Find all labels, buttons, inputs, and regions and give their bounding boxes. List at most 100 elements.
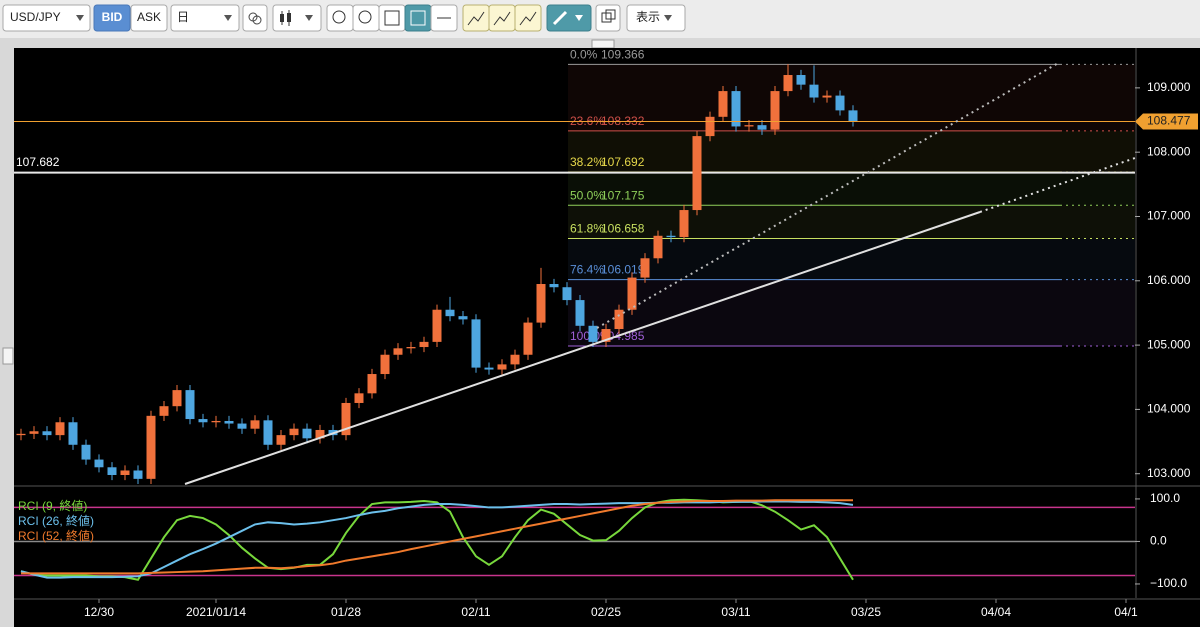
candle-body xyxy=(497,364,507,370)
y-tick-label: 103.000 xyxy=(1147,466,1191,480)
zoom-tools[interactable] xyxy=(326,4,458,32)
fib-value: 106.658 xyxy=(601,222,645,236)
side-button[interactable] xyxy=(2,347,14,365)
chart-type-select[interactable] xyxy=(272,4,322,32)
fib-value: 109.366 xyxy=(601,48,645,62)
legend-entry: RCI (52, 終値) xyxy=(18,528,94,543)
candle-body xyxy=(159,406,169,416)
candle-body xyxy=(822,95,832,98)
candle-body xyxy=(549,284,559,288)
fib-band xyxy=(568,205,1135,239)
candle-body xyxy=(81,444,91,460)
x-tick-label: 02/25 xyxy=(591,605,621,619)
symbol-box xyxy=(2,4,91,32)
fib-value: 108.332 xyxy=(601,114,645,128)
dropdown-arrow xyxy=(664,15,672,21)
candle-body xyxy=(354,393,364,403)
y-tick-label: −100.0 xyxy=(1150,576,1187,590)
symbol-select[interactable]: USD/JPY xyxy=(2,4,91,32)
horizontal-line-label: 107.682 xyxy=(16,155,60,169)
candle-body xyxy=(536,284,546,323)
rci-line xyxy=(21,499,853,575)
draw-tools[interactable] xyxy=(462,4,621,32)
candle-body xyxy=(601,329,611,342)
trend-line xyxy=(596,61,1061,329)
y-tick-label: 109.000 xyxy=(1147,80,1191,94)
candle-body xyxy=(211,420,221,423)
candle-body xyxy=(510,354,520,365)
x-tick-label: 03/11 xyxy=(721,605,750,619)
button-box xyxy=(378,4,406,32)
period-select[interactable]: 日 xyxy=(170,4,240,32)
fib-value: 107.692 xyxy=(601,155,645,169)
fib-band xyxy=(568,130,1135,172)
candle-body xyxy=(120,470,130,475)
candle-body xyxy=(562,287,572,301)
candle-body xyxy=(315,429,325,439)
symbol-text: USD/JPY xyxy=(10,10,61,24)
candle-body xyxy=(172,390,182,407)
candle-body xyxy=(367,374,377,394)
fib-level: 61.8% xyxy=(570,222,604,236)
button-box xyxy=(546,4,592,32)
rci-line xyxy=(20,500,854,579)
candle-body xyxy=(705,116,715,137)
candle-body xyxy=(276,435,286,445)
icon xyxy=(287,13,291,22)
plot-layer: 0.0% 109.366 23.6%108.332 38.2%107.692 50.0%… xyxy=(14,48,1198,619)
candle-body xyxy=(679,210,689,238)
bid-button[interactable]: BID xyxy=(93,4,131,32)
period-box xyxy=(170,4,240,32)
candle-body xyxy=(783,75,793,92)
x-tick-label: 2021/01/14 xyxy=(186,605,246,619)
candle-body xyxy=(458,316,468,320)
icon xyxy=(519,11,537,26)
fib-level: 23.6% xyxy=(570,114,604,128)
dropdown-arrow xyxy=(76,15,84,21)
x-tick-label: 04/04 xyxy=(981,605,1011,619)
ask-button[interactable]: ASK xyxy=(130,4,168,32)
candle-body xyxy=(588,325,598,342)
candle-body xyxy=(146,415,156,479)
dropdown-arrow xyxy=(224,15,232,21)
candle-body xyxy=(627,277,637,310)
fib-value: 107.175 xyxy=(601,188,645,202)
candle-body xyxy=(770,91,780,130)
button-box xyxy=(462,4,490,32)
candle-body xyxy=(380,354,390,375)
current-price-label: 108.477 xyxy=(1147,114,1191,128)
candle-body xyxy=(692,136,702,211)
candle-body xyxy=(796,75,806,85)
compare-button[interactable] xyxy=(242,4,268,32)
icon xyxy=(410,10,426,26)
fib-level: 38.2% xyxy=(570,155,604,169)
ask-text: ASK xyxy=(137,10,161,24)
candle-body xyxy=(55,422,65,436)
display-menu[interactable]: 表示 xyxy=(626,4,686,32)
y-tick-label: 108.000 xyxy=(1147,144,1191,158)
button-box xyxy=(272,4,322,32)
candle-body xyxy=(744,125,754,127)
candle-body xyxy=(731,91,741,127)
candle-body xyxy=(302,428,312,439)
candle-body xyxy=(809,84,819,98)
button-box xyxy=(488,4,516,32)
display-text: 表示 xyxy=(636,10,660,24)
candle-body xyxy=(198,419,208,423)
candle-body xyxy=(419,341,429,348)
period-text: 日 xyxy=(177,10,189,24)
button-box xyxy=(404,4,432,32)
candle-body xyxy=(835,95,845,111)
icon xyxy=(358,10,372,24)
icon xyxy=(552,10,568,26)
legend-entry: RCI (26, 終値) xyxy=(18,513,94,528)
button-box xyxy=(242,4,268,32)
x-tick-label: 03/25 xyxy=(851,605,881,619)
candle-body xyxy=(289,428,299,436)
icon xyxy=(332,10,346,24)
candle-body xyxy=(393,348,403,355)
icon xyxy=(252,15,262,25)
icon xyxy=(605,9,616,20)
ask-box xyxy=(130,4,168,32)
